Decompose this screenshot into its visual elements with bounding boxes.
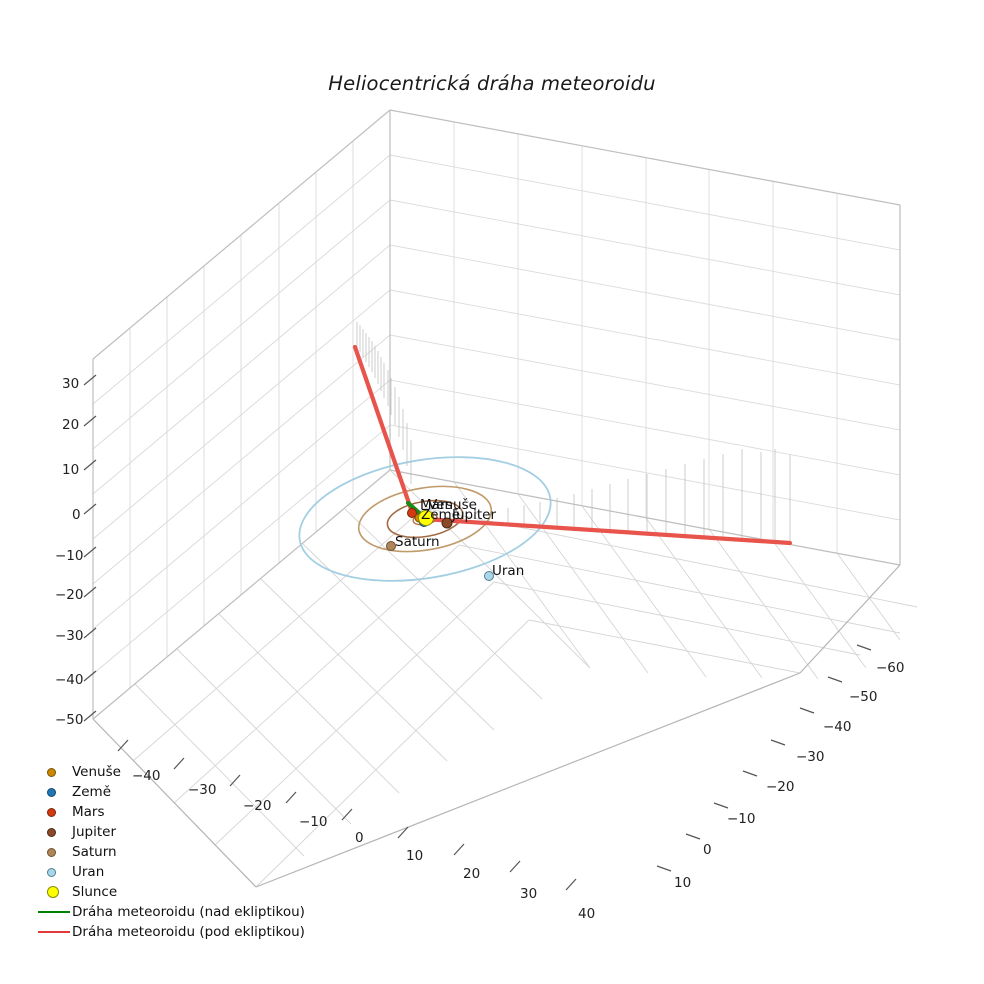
legend-dot-swatch xyxy=(47,827,56,837)
legend-dot-swatch xyxy=(47,886,59,898)
body-label-uran: Uran xyxy=(492,563,525,579)
legend-label: Slunce xyxy=(72,884,118,900)
y-tick-3: −20 xyxy=(766,779,795,795)
legend-label: Dráha meteoroidu (nad ekliptikou) xyxy=(72,904,305,920)
legend-item-2[interactable]: Mars xyxy=(36,802,336,822)
x-tick-5: 10 xyxy=(406,848,424,864)
legend-dot-key xyxy=(36,822,72,842)
z-tick-0: 30 xyxy=(62,376,80,392)
legend-dot-swatch xyxy=(47,867,56,877)
legend-label: Uran xyxy=(72,864,105,880)
legend-item-4[interactable]: Saturn xyxy=(36,842,336,862)
legend-label: Dráha meteoroidu (pod ekliptikou) xyxy=(72,924,305,940)
x-tick-8: 40 xyxy=(578,906,596,922)
legend-label: Venuše xyxy=(72,764,121,780)
y-tick-5: −40 xyxy=(823,719,852,735)
z-tick-8: −50 xyxy=(55,712,84,728)
legend-item-7[interactable]: Dráha meteoroidu (nad ekliptikou) xyxy=(36,902,336,922)
z-tick-6: −30 xyxy=(55,628,84,644)
legend-dot-key xyxy=(36,842,72,862)
axis-front-edges xyxy=(92,564,901,888)
legend-dot-key xyxy=(36,882,72,902)
legend-item-1[interactable]: Země xyxy=(36,782,336,802)
legend-item-6[interactable]: Slunce xyxy=(36,882,336,902)
x-tick-3: −10 xyxy=(299,814,328,830)
body-label-venuše: Venuše xyxy=(428,497,477,513)
legend-dot-key xyxy=(36,762,72,782)
legend-line-swatch xyxy=(38,931,70,933)
legend-dot-key xyxy=(36,782,72,802)
y-tick-7: −60 xyxy=(876,660,905,676)
celestial-body-markers xyxy=(386,508,494,581)
legend-label: Mars xyxy=(72,804,105,820)
body-marker-mars xyxy=(407,508,417,518)
z-axis-ticks xyxy=(83,374,97,722)
legend-item-8[interactable]: Dráha meteoroidu (pod ekliptikou) xyxy=(36,922,336,942)
y-tick-1: 0 xyxy=(703,842,712,858)
legend-dot-key xyxy=(36,862,72,882)
legend-dot-swatch xyxy=(47,807,56,817)
legend: Venuše Země Mars Jupiter Saturn Uran Slunce Drá… xyxy=(36,762,336,942)
y-tick-2: −10 xyxy=(727,811,756,827)
legend-line-key xyxy=(36,902,72,922)
body-label-země: Země xyxy=(421,507,461,523)
body-marker-slunce xyxy=(418,510,434,526)
legend-line-swatch xyxy=(38,911,70,913)
legend-item-0[interactable]: Venuše xyxy=(36,762,336,782)
legend-label: Země xyxy=(72,784,112,800)
x-tick-6: 20 xyxy=(463,866,481,882)
legend-dot-key xyxy=(36,802,72,822)
x-tick-4: 0 xyxy=(355,830,364,846)
legend-label: Saturn xyxy=(72,844,117,860)
body-marker-uran xyxy=(484,571,494,581)
legend-dot-swatch xyxy=(47,767,56,777)
x-tick-0: −40 xyxy=(132,768,161,784)
orbit-uranus xyxy=(298,456,552,582)
wall-back-left-gridlines xyxy=(92,109,391,720)
meteoroid-track-below-incoming xyxy=(352,344,415,515)
orbit-jupiter xyxy=(386,499,464,539)
legend-dot-swatch xyxy=(47,847,56,857)
y-tick-4: −30 xyxy=(796,749,825,765)
meteoroid-droplines-right xyxy=(507,449,791,542)
axis-spines xyxy=(92,109,901,720)
x-tick-2: −20 xyxy=(243,798,272,814)
y-tick-6: −50 xyxy=(849,689,878,705)
x-tick-1: −30 xyxy=(188,782,217,798)
z-tick-5: −20 xyxy=(55,587,84,603)
orbit-saturn xyxy=(357,485,493,553)
body-marker-saturn xyxy=(386,541,396,551)
meteoroid-track-below-outgoing xyxy=(421,516,793,546)
z-tick-3: 0 xyxy=(72,507,81,523)
z-tick-4: −10 xyxy=(55,548,84,564)
legend-dot-swatch xyxy=(47,787,56,797)
x-axis-ticks xyxy=(117,739,577,891)
page-title: Heliocentrická dráha meteoroidu xyxy=(328,72,656,95)
body-marker-jupiter xyxy=(441,517,453,529)
legend-line-key xyxy=(36,922,72,942)
y-axis-ticks xyxy=(656,644,872,872)
y-tick-0: 10 xyxy=(674,875,692,891)
legend-item-3[interactable]: Jupiter xyxy=(36,822,336,842)
z-tick-7: −40 xyxy=(55,672,84,688)
legend-item-5[interactable]: Uran xyxy=(36,862,336,882)
body-label-jupiter: Jupiter xyxy=(452,507,497,523)
z-tick-1: 20 xyxy=(62,417,80,433)
z-tick-2: 10 xyxy=(62,462,80,478)
body-label-mars: Mars xyxy=(420,497,453,513)
body-label-saturn: Saturn xyxy=(395,534,440,550)
x-tick-7: 30 xyxy=(520,886,538,902)
meteoroid-droplines-upper xyxy=(356,322,412,484)
legend-label: Jupiter xyxy=(72,824,117,840)
